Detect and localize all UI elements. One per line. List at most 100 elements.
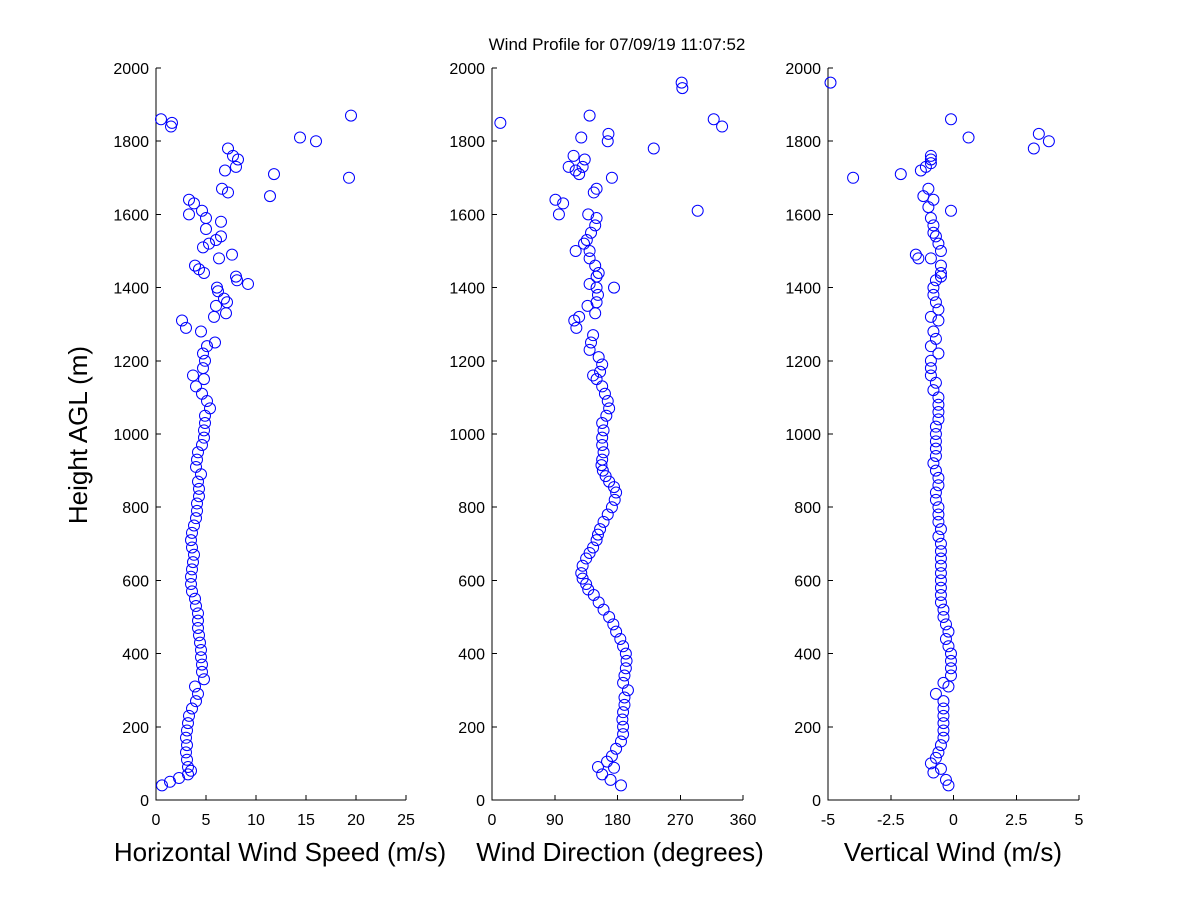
speed-data-point (186, 563, 198, 576)
speed-data-point (195, 468, 207, 481)
direction-data-point (597, 446, 610, 459)
direction-data-point (605, 171, 618, 184)
speed-data-point (226, 248, 238, 261)
speed-data-point (156, 779, 168, 792)
direction-data-point (605, 750, 618, 763)
speed-data-point (192, 607, 204, 620)
direction-data-point (597, 424, 610, 437)
vertical-data-point (929, 230, 942, 243)
vertical-data-point (944, 647, 957, 660)
direction-data-point (647, 142, 660, 155)
direction-data-point (591, 288, 604, 301)
direction-data-point (585, 336, 598, 349)
vertical-data-point (937, 611, 950, 623)
direction-data-point (576, 160, 589, 173)
vertical-data-point (929, 420, 942, 433)
direction-data-point (617, 720, 630, 733)
speed-data-point (182, 761, 194, 774)
vertical-data-point (932, 398, 945, 411)
vertical-ytick-label: 1800 (785, 134, 821, 151)
speed-data-point (180, 731, 192, 744)
direction-data-point (583, 252, 596, 265)
speed-data-point (183, 193, 195, 206)
vertical-data-point (932, 237, 945, 250)
direction-data-point (604, 773, 617, 786)
direction-data-point (578, 237, 591, 250)
vertical-data-point (922, 201, 935, 214)
vertical-data-point (932, 347, 945, 360)
speed-data-point (183, 709, 195, 722)
direction-data-point (591, 528, 604, 541)
speed-data-point (268, 168, 280, 181)
direction-data-point (590, 182, 603, 195)
direction-data-point (617, 728, 630, 741)
speed-data-point (201, 395, 213, 408)
direction-data-point (587, 369, 600, 382)
direction-data-point (585, 226, 598, 239)
speed-data-point (180, 746, 192, 759)
direction-data-point (608, 281, 621, 294)
direction-ytick-label: 1400 (449, 281, 485, 298)
speed-data-point (190, 512, 202, 525)
speed-data-point (196, 665, 208, 678)
vertical-data-point (924, 354, 937, 367)
speed-data-point (200, 223, 212, 236)
vertical-data-point (929, 296, 942, 309)
vertical-data-point (934, 559, 947, 572)
vertical-data-point (932, 471, 945, 484)
vertical-data-point (932, 391, 945, 404)
speed-data-point (197, 241, 209, 254)
direction-ytick-label: 1600 (449, 207, 485, 224)
direction-data-point (576, 572, 589, 585)
speed-data-point (187, 369, 199, 382)
speed-data-point (201, 340, 213, 353)
direction-ytick-label: 2000 (449, 61, 485, 78)
vertical-data-point (929, 486, 942, 499)
speed-data-point (230, 160, 242, 173)
vertical-data-point (929, 464, 942, 477)
vertical-data-point (944, 113, 957, 126)
speed-data-point (193, 629, 205, 642)
direction-data-point (618, 691, 631, 704)
speed-data-point (190, 600, 202, 613)
speed-data-point (199, 354, 211, 367)
vertical-ytick-label: 1000 (785, 427, 821, 444)
speed-xtick-label: 15 (297, 812, 315, 829)
vertical-ytick-label: 2000 (785, 61, 821, 78)
speed-data-point (196, 204, 208, 217)
direction-data-point (590, 373, 603, 386)
vertical-data-point (932, 508, 945, 521)
direction-data-point (595, 459, 608, 472)
speed-data-point (166, 116, 178, 129)
direction-data-point (580, 234, 593, 247)
speed-data-point (182, 717, 194, 730)
direction-data-point (590, 212, 603, 225)
speed-ytick-label: 0 (140, 793, 149, 810)
speed-data-point (212, 285, 224, 298)
direction-xtick-label: 180 (604, 812, 631, 829)
panel-horizontal-wind-speed: 0 200 400 600 800 1000 1200 1400 1600 1800 2000 0 5 1… (113, 61, 446, 867)
vertical-data-point (937, 695, 950, 708)
direction-data-point (617, 676, 630, 689)
speed-data-point (190, 695, 202, 708)
speed-data-point (186, 541, 198, 554)
speed-data-point (189, 259, 201, 272)
vertical-data-point (924, 252, 937, 265)
direction-data-point (576, 559, 589, 572)
vertical-data-point (932, 413, 945, 426)
vertical-data-point (924, 149, 937, 162)
direction-data-point (573, 310, 586, 323)
speed-data-point (186, 526, 198, 539)
vertical-data-point (927, 766, 940, 779)
direction-ytick-label: 1200 (449, 354, 485, 371)
speed-data-point (185, 534, 197, 547)
vertical-data-point (942, 779, 955, 792)
direction-data-point (608, 493, 621, 506)
direction-data-point (600, 409, 613, 422)
speed-data-point (219, 164, 231, 177)
vertical-data-point (927, 325, 940, 338)
speed-data-point (209, 336, 221, 349)
vertical-data-point (934, 266, 947, 279)
vertical-ytick-label: 400 (794, 647, 821, 664)
vertical-axes (827, 68, 1079, 801)
